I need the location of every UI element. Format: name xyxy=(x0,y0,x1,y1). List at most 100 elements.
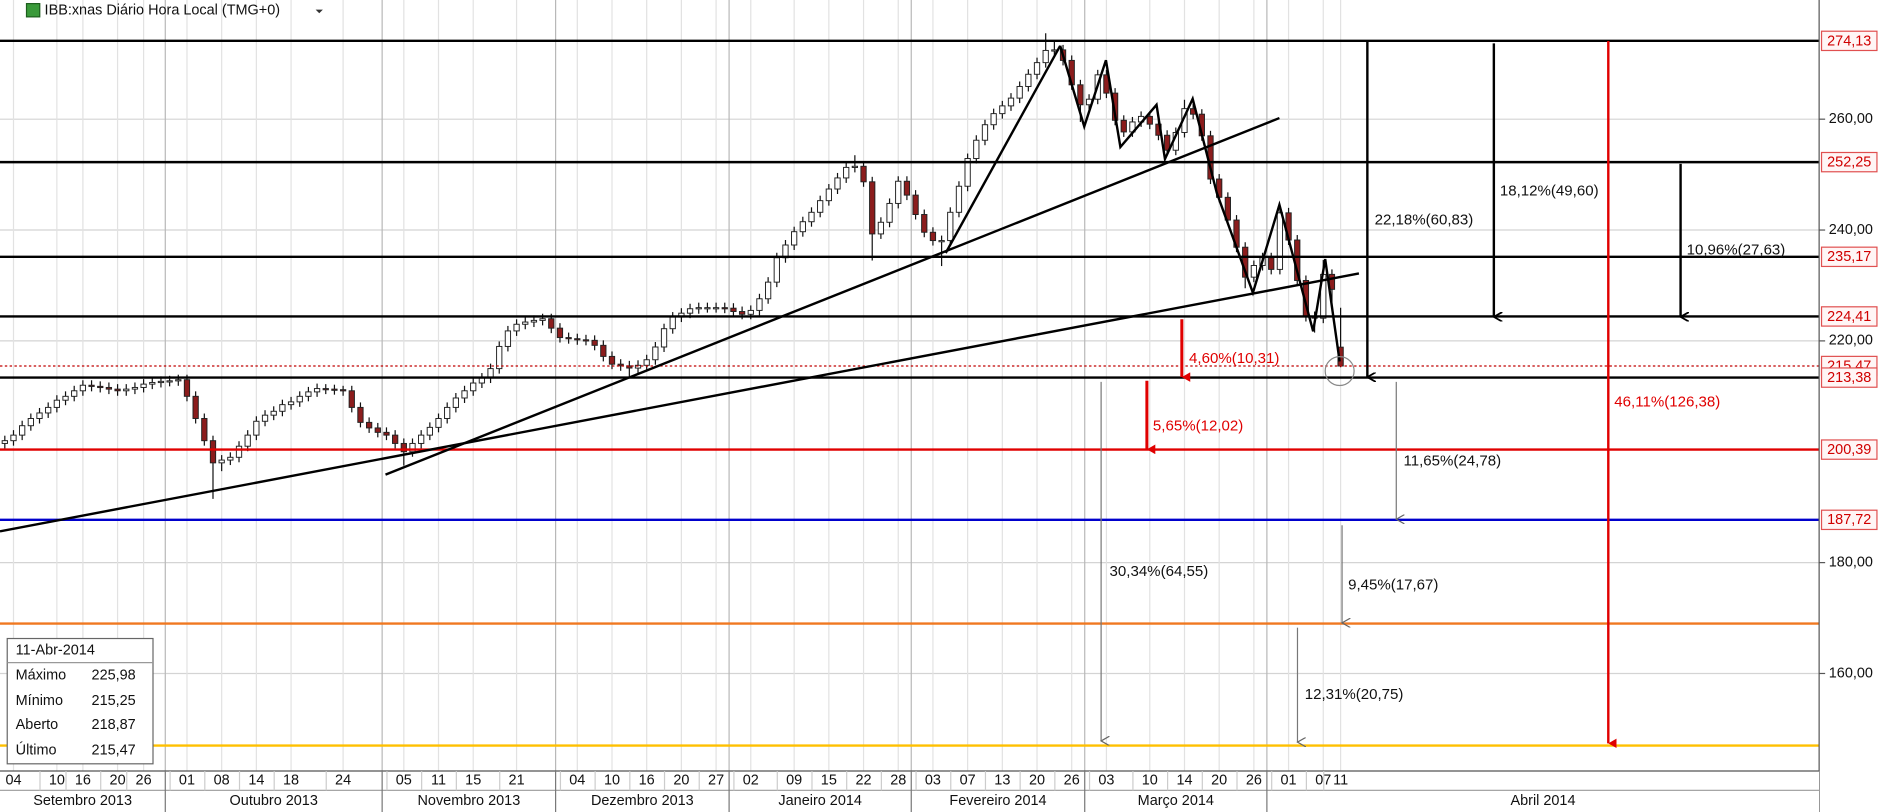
info-value: 218,87 xyxy=(92,717,136,733)
candle-body xyxy=(886,202,893,223)
candle-body xyxy=(1033,62,1041,75)
annotation: 11,65%(24,78) xyxy=(1403,452,1501,469)
candle-body xyxy=(348,390,355,408)
info-value: 215,47 xyxy=(92,742,136,758)
candle-body xyxy=(808,211,815,223)
candle-layer xyxy=(1,33,1344,499)
month-label: Setembro 2013 xyxy=(33,793,132,809)
x-tick-label: 24 xyxy=(335,772,351,788)
annotation: 18,12%(49,60) xyxy=(1500,183,1599,200)
candle-body xyxy=(435,418,442,428)
candle-body xyxy=(261,414,269,422)
x-tick-label: 26 xyxy=(136,772,152,788)
candle-body xyxy=(140,383,147,388)
x-tick-label: 21 xyxy=(509,772,525,788)
candle-body xyxy=(608,355,616,365)
x-tick-label: 09 xyxy=(786,772,802,788)
candle-body xyxy=(539,318,546,321)
candle-body xyxy=(869,181,876,235)
candle-body xyxy=(582,339,590,342)
candle-body xyxy=(123,388,130,392)
candle-body xyxy=(947,211,954,242)
level-label-box xyxy=(1820,151,1878,173)
candle-body xyxy=(227,456,234,461)
candle-body xyxy=(1077,84,1084,106)
candle-body xyxy=(105,386,113,390)
candle-body xyxy=(322,388,329,391)
x-tick-label: 15 xyxy=(821,772,837,788)
candle-body xyxy=(409,442,416,453)
y-tick-label: 220,00 xyxy=(1829,333,1873,349)
candle-body xyxy=(331,388,338,391)
symbol-icon xyxy=(25,3,41,18)
info-label: Último xyxy=(16,741,57,758)
candle-body xyxy=(461,390,468,399)
candle-body xyxy=(36,412,43,419)
candle-body xyxy=(175,379,182,382)
y-axis-panel xyxy=(1819,0,1889,812)
x-tick-label: 10 xyxy=(49,772,65,788)
candle-body xyxy=(626,365,633,369)
candle-body xyxy=(244,434,251,447)
info-label: Mínimo xyxy=(16,693,63,709)
candle-body xyxy=(1025,73,1032,87)
annotation: 10,96%(27,63) xyxy=(1687,242,1786,259)
candle-body xyxy=(530,319,538,323)
info-value: 215,25 xyxy=(92,693,136,709)
drawings xyxy=(0,45,1360,533)
candle-body xyxy=(981,124,989,141)
x-tick-label: 14 xyxy=(1176,772,1192,788)
candle-body xyxy=(686,308,694,314)
candle-body xyxy=(955,185,963,213)
candle-body xyxy=(738,311,746,315)
x-tick-label: 20 xyxy=(110,772,126,788)
candle-body xyxy=(929,231,937,242)
level-label-box xyxy=(1820,509,1878,531)
candle-body xyxy=(1276,212,1284,270)
level-label: 187,72 xyxy=(1827,512,1871,528)
x-tick-label: 26 xyxy=(1246,772,1262,788)
candle-body xyxy=(418,434,425,444)
month-label: Dezembro 2013 xyxy=(591,793,694,809)
candle-body xyxy=(279,404,286,412)
x-tick-label: 02 xyxy=(743,772,759,788)
candle-body xyxy=(305,391,312,397)
candle-body xyxy=(296,395,303,403)
trend-line xyxy=(385,116,1280,476)
candle-body xyxy=(383,431,390,436)
annotations: 22,18%(60,83) 18,12%(49,60) 10,96%(27,63… xyxy=(1110,183,1786,704)
candle-body xyxy=(574,338,581,341)
candle-body xyxy=(27,418,34,427)
x-tick-label: 28 xyxy=(890,772,906,788)
candle-body xyxy=(400,442,407,453)
marker-circle xyxy=(1324,356,1355,387)
x-tick-label: 10 xyxy=(604,772,620,788)
x-tick-label: 16 xyxy=(639,772,655,788)
level-label: 213,38 xyxy=(1827,370,1871,386)
x-tick-label: 16 xyxy=(75,772,91,788)
candle-body xyxy=(88,384,95,387)
candle-body xyxy=(218,459,225,464)
candle-body xyxy=(1007,97,1015,107)
level-label: 224,41 xyxy=(1827,309,1871,325)
trend-line xyxy=(944,45,1062,254)
candle-body xyxy=(834,177,841,190)
candle-body xyxy=(999,105,1006,115)
candle-body xyxy=(392,434,399,444)
candle-body xyxy=(452,397,459,408)
candle-body xyxy=(660,328,668,348)
chart-title: IBB:xnas Diário Hora Local (TMG+0) xyxy=(45,3,280,19)
level-label: 200,39 xyxy=(1827,442,1871,458)
candle-body xyxy=(192,395,199,419)
candle-body xyxy=(860,165,867,183)
title-dropdown[interactable] xyxy=(315,9,323,14)
candle-body xyxy=(756,298,763,311)
x-tick-label: 04 xyxy=(569,772,585,788)
candle-body xyxy=(97,385,104,389)
candle-body xyxy=(470,382,477,392)
candle-body xyxy=(270,410,277,416)
month-label: Fevereiro 2014 xyxy=(949,793,1046,809)
level-label: 235,17 xyxy=(1827,249,1871,265)
